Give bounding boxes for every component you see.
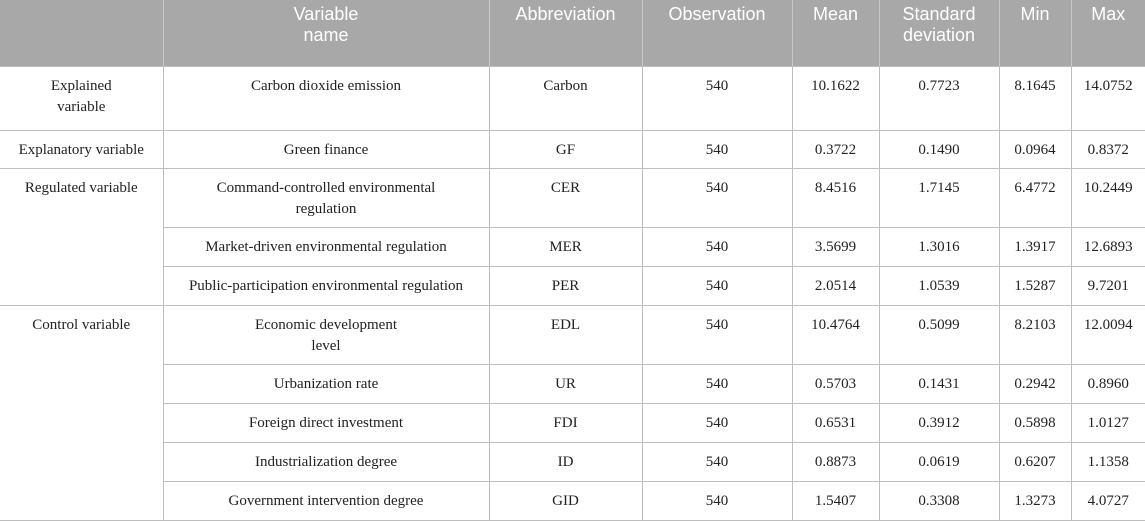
table-row: Control variable Economic development le… [0, 304, 1145, 521]
mean: 10.4764 [791, 304, 880, 365]
standard-deviation: 1.7145 [878, 167, 1000, 228]
table-row: Explanatory variable Green finance GF 54… [0, 129, 1145, 169]
header-variable-name: Variable name [162, 0, 489, 66]
observation: 540 [641, 167, 793, 228]
max: 4.0727 [1070, 480, 1145, 521]
table-row: Industrialization degree ID 540 0.8873 0… [0, 441, 1145, 482]
table-row: Regulated variable Command-controlled en… [0, 167, 1145, 306]
header-abbreviation: Abbreviation [488, 0, 642, 66]
mean: 0.6531 [791, 402, 880, 443]
standard-deviation: 0.0619 [878, 441, 1000, 482]
min: 1.3917 [998, 226, 1072, 267]
mean: 0.5703 [791, 363, 880, 404]
mean: 2.0514 [791, 265, 880, 306]
mean: 8.4516 [791, 167, 880, 228]
standard-deviation: 1.0539 [878, 265, 1000, 306]
abbreviation: GID [488, 480, 643, 521]
min: 0.5898 [998, 402, 1072, 443]
abbreviation: CER [488, 167, 643, 228]
standard-deviation: 0.5099 [878, 304, 1000, 365]
max: 10.2449 [1070, 167, 1145, 228]
category-explanatory: Explanatory variable [0, 129, 164, 169]
mean: 0.8873 [791, 441, 880, 482]
variable-name: Government intervention degree [163, 480, 490, 521]
variable-name: Market-driven environmental regulation [163, 226, 490, 267]
max: 0.8960 [1070, 363, 1145, 404]
mean: 0.3722 [791, 129, 880, 169]
variable-name: Industrialization degree [163, 441, 490, 482]
variable-name: Urbanization rate [163, 363, 490, 404]
header-mean: Mean [791, 0, 879, 66]
table-row: Urbanization rate UR 540 0.5703 0.1431 0… [0, 363, 1145, 404]
variable-name: Green finance [162, 129, 490, 169]
standard-deviation: 1.3016 [878, 226, 1000, 267]
header-observation: Observation [641, 0, 792, 66]
observation: 540 [641, 363, 793, 404]
table-row: Market-driven environmental regulation M… [0, 226, 1145, 267]
abbreviation: EDL [488, 304, 643, 365]
header-max: Max [1070, 0, 1145, 66]
mean: 3.5699 [791, 226, 880, 267]
table-row: Government intervention degree GID 540 1… [0, 480, 1145, 521]
table-row: Foreign direct investment FDI 540 0.6531… [0, 402, 1145, 443]
standard-deviation: 0.1490 [878, 129, 1000, 169]
observation: 540 [641, 265, 793, 306]
observation: 540 [641, 480, 793, 521]
min: 6.4772 [998, 167, 1072, 228]
max: 12.0094 [1070, 304, 1145, 365]
category-control: Control variable [0, 304, 164, 521]
min: 8.1645 [998, 65, 1072, 131]
observation: 540 [641, 226, 793, 267]
max: 9.7201 [1070, 265, 1145, 306]
table-row: Public-participation environmental regul… [0, 265, 1145, 306]
min: 0.0964 [998, 129, 1072, 169]
min: 8.2103 [998, 304, 1072, 365]
min: 0.2942 [998, 363, 1072, 404]
min: 1.3273 [998, 480, 1072, 521]
table-row: Explained variable Carbon dioxide emissi… [0, 65, 1145, 131]
header-min: Min [998, 0, 1071, 66]
header-standard-deviation: Standard deviation [878, 0, 999, 66]
abbreviation: FDI [488, 402, 643, 443]
variable-name: Command-controlled environmental regulat… [162, 167, 490, 228]
observation: 540 [641, 402, 793, 443]
abbreviation: ID [488, 441, 643, 482]
mean: 1.5407 [791, 480, 880, 521]
standard-deviation: 0.3308 [878, 480, 1000, 521]
observation: 540 [641, 441, 793, 482]
observation: 540 [641, 304, 793, 365]
max: 1.0127 [1070, 402, 1145, 443]
max: 1.1358 [1070, 441, 1145, 482]
max: 14.0752 [1070, 65, 1145, 131]
header-category [0, 0, 163, 66]
observation: 540 [641, 65, 793, 131]
max: 0.8372 [1070, 129, 1145, 169]
standard-deviation: 0.3912 [878, 402, 1000, 443]
abbreviation: PER [488, 265, 643, 306]
category-explained: Explained variable [0, 65, 164, 131]
header-row: Variable name Abbreviation Observation M… [0, 0, 1145, 66]
max: 12.6893 [1070, 226, 1145, 267]
abbreviation: UR [488, 363, 643, 404]
min: 0.6207 [998, 441, 1072, 482]
abbreviation: Carbon [488, 65, 643, 131]
abbreviation: GF [488, 129, 643, 169]
min: 1.5287 [998, 265, 1072, 306]
abbreviation: MER [488, 226, 643, 267]
observation: 540 [641, 129, 793, 169]
variable-name: Economic development level [162, 304, 490, 365]
standard-deviation: 0.7723 [878, 65, 1000, 131]
variable-name: Public-participation environmental regul… [163, 265, 490, 306]
mean: 10.1622 [791, 65, 880, 131]
standard-deviation: 0.1431 [878, 363, 1000, 404]
category-regulated: Regulated variable [0, 167, 164, 306]
variable-name: Carbon dioxide emission [162, 65, 490, 131]
variable-name: Foreign direct investment [163, 402, 490, 443]
